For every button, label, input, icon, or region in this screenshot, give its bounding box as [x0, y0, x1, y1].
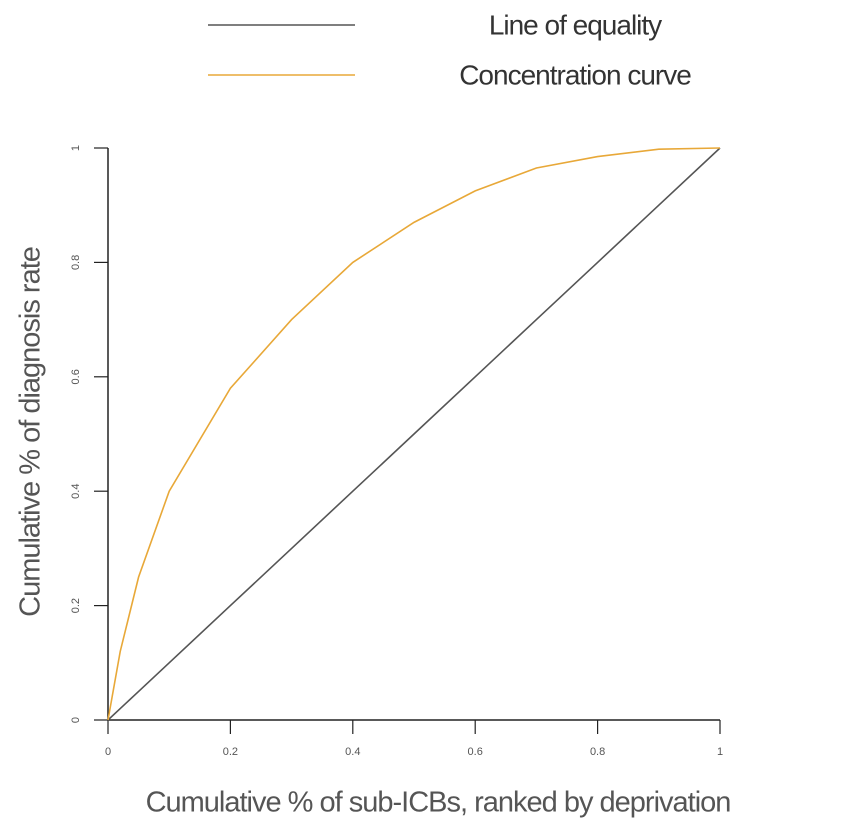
x-tick-label: 0.2	[223, 746, 238, 758]
series-line	[107, 147, 721, 721]
y-tick-label: 0.8	[70, 255, 82, 270]
x-tick-label: 0	[105, 746, 111, 758]
x-axis-title: Cumulative % of sub-ICBs, ranked by depr…	[146, 787, 731, 819]
legend-label: Concentration curve	[459, 59, 691, 90]
x-tick-label: 0.8	[590, 746, 605, 758]
series-line	[107, 147, 721, 721]
legend-label: Line of equality	[489, 9, 662, 40]
y-tick-label: 0.4	[70, 484, 82, 499]
y-tick-label: 0	[70, 717, 82, 723]
x-tick-label: 0.6	[468, 746, 483, 758]
x-tick-label: 0.4	[345, 746, 360, 758]
x-tick-label: 1	[717, 746, 723, 758]
y-tick-label: 1	[70, 145, 82, 151]
y-axis-title: Cumulative % of diagnosis rate	[15, 247, 47, 617]
y-tick-label: 0.6	[70, 369, 82, 384]
y-tick-label: 0.2	[70, 598, 82, 613]
